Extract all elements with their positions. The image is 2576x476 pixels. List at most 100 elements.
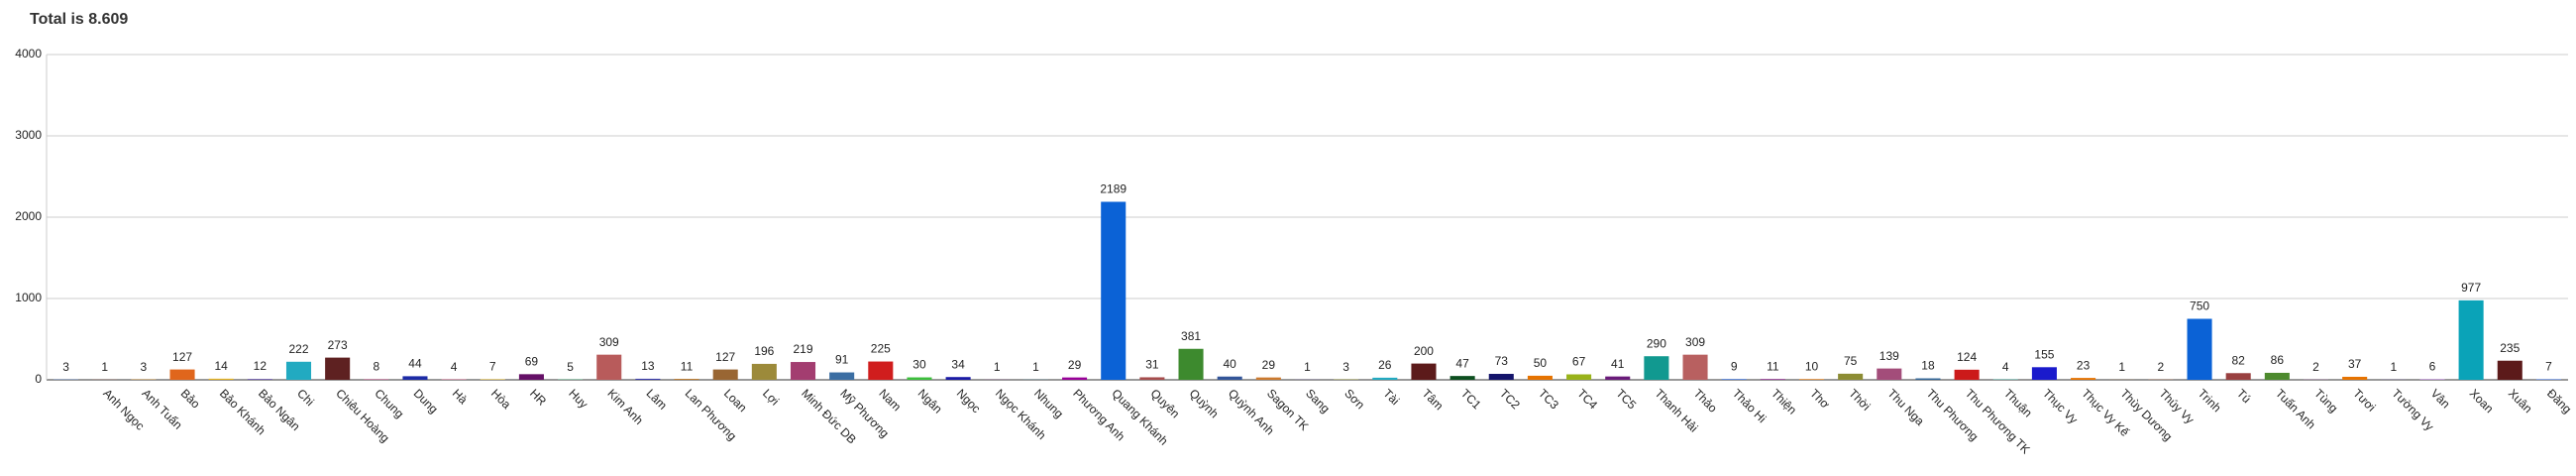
value-label: 44: [408, 357, 422, 371]
x-tick-label: Sang: [1303, 386, 1333, 416]
bar: [1527, 375, 1553, 380]
value-label: 2: [2312, 360, 2319, 374]
x-tick-label: Xoan: [2467, 386, 2497, 416]
value-label: 26: [1378, 358, 1392, 372]
value-label: 23: [2077, 358, 2091, 372]
x-tick-label: Tài: [1380, 386, 1402, 408]
value-label: 222: [288, 342, 308, 356]
value-label: 3: [62, 360, 69, 374]
bar: [480, 379, 505, 380]
x-tick-label: Thiện: [1769, 386, 1799, 416]
value-label: 29: [1068, 358, 1082, 372]
value-label: 11: [681, 359, 694, 373]
value-label: 124: [1957, 350, 1977, 364]
x-tick-label: Thơ: [1807, 386, 1832, 411]
value-label: 127: [715, 350, 735, 364]
x-tick-label: Thời: [1846, 386, 1873, 413]
bar: [790, 362, 816, 380]
value-label: 1: [1304, 360, 1311, 374]
bar: [2187, 318, 2212, 380]
bar: [2342, 376, 2368, 380]
value-label: 4: [451, 360, 458, 374]
value-label: 8: [373, 360, 379, 374]
x-tick-label: TC2: [1497, 386, 1523, 412]
value-label: 219: [793, 342, 812, 356]
x-tick-label: Quyên: [1148, 386, 1183, 420]
value-label: 18: [1921, 359, 1935, 373]
x-tick-label: Nhung: [1031, 386, 1066, 420]
x-tick-label: Hà: [450, 386, 471, 407]
x-tick-label: Xuân: [2506, 386, 2535, 416]
bar: [868, 361, 894, 380]
value-label: 13: [641, 359, 655, 373]
bar: [2031, 367, 2057, 380]
x-tick-label: TC3: [1536, 386, 1561, 412]
value-label: 235: [2500, 341, 2520, 355]
value-label: 47: [1455, 356, 1469, 370]
bar: [1682, 354, 1708, 380]
value-label: 1: [1032, 360, 1039, 374]
bar: [1255, 377, 1281, 380]
bar: [402, 376, 428, 380]
value-label: 69: [525, 355, 539, 369]
value-label: 309: [1685, 335, 1705, 349]
bar: [829, 372, 855, 380]
bar: [1139, 377, 1165, 380]
bar: [2458, 299, 2484, 380]
bar: [907, 377, 932, 380]
x-tick-label: Sơn: [1342, 386, 1367, 412]
bar: [712, 369, 738, 380]
value-label: 31: [1145, 358, 1159, 372]
bar: [1605, 376, 1631, 380]
x-tick-label: Vân: [2428, 386, 2453, 411]
x-tick-label: Hòa: [488, 386, 514, 412]
value-label: 10: [1805, 359, 1819, 373]
value-label: 155: [2034, 347, 2054, 361]
bar: [2071, 378, 2096, 380]
value-label: 30: [912, 358, 926, 372]
y-tick-label: 3000: [15, 128, 42, 142]
value-label: 9: [1731, 359, 1738, 373]
value-label: 750: [2190, 299, 2209, 313]
x-tick-label: Tươi: [2350, 386, 2378, 414]
x-tick-label: Chung: [372, 386, 406, 420]
x-tick-label: Chi: [294, 386, 317, 409]
bar: [1838, 373, 1864, 380]
bar: [1372, 377, 1398, 380]
x-tick-label: Thảo: [1691, 386, 1720, 415]
value-label: 1: [2390, 360, 2397, 374]
x-tick-label: Thảo Hi: [1730, 386, 1770, 425]
x-tick-label: HR: [527, 386, 549, 408]
x-tick-label: Kim Anh: [604, 386, 646, 427]
bar: [247, 379, 272, 380]
bar: [1449, 376, 1475, 380]
bar: [1411, 363, 1437, 380]
bar: [325, 357, 351, 380]
value-label: 12: [254, 359, 268, 373]
bar: [2264, 372, 2290, 380]
value-label: 4: [2002, 360, 2009, 374]
bar: [518, 374, 544, 380]
value-label: 7: [489, 360, 496, 374]
value-label: 29: [1262, 358, 1276, 372]
bar: [1488, 374, 1514, 380]
bar: [1178, 348, 1204, 380]
value-label: 5: [567, 360, 574, 374]
x-tick-label: Tâm: [1420, 386, 1447, 413]
x-tick-label: Bảo: [178, 386, 203, 411]
bar: [1217, 376, 1242, 380]
value-label: 3: [1342, 360, 1349, 374]
bar: [751, 363, 777, 380]
value-label: 6: [2429, 360, 2436, 374]
x-tick-label: TC4: [1574, 386, 1600, 412]
value-label: 34: [951, 357, 965, 371]
y-tick-label: 4000: [15, 47, 42, 60]
x-tick-label: Tùng: [2311, 386, 2340, 415]
x-tick-label: TC5: [1613, 386, 1639, 412]
x-tick-label: Thục Vy: [2040, 386, 2081, 426]
value-label: 127: [172, 350, 192, 364]
bar: [635, 378, 661, 380]
bar: [1062, 377, 1088, 380]
